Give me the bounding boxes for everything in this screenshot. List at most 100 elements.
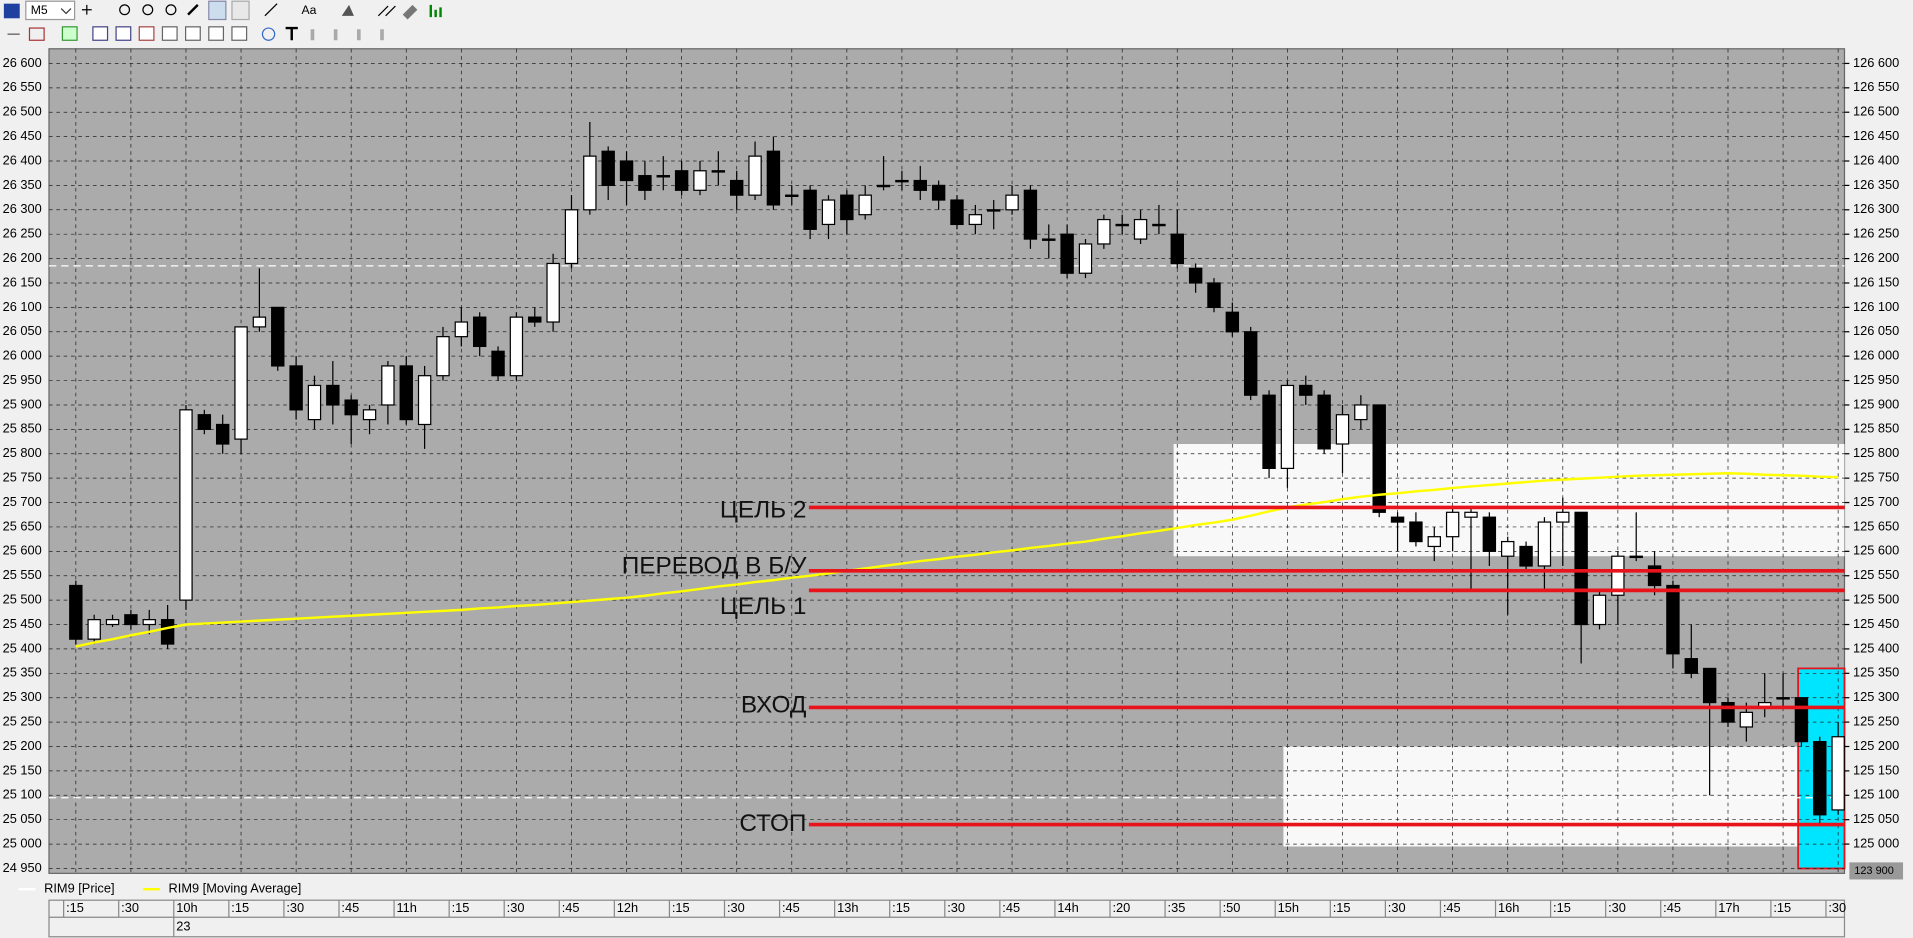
x-tick-label: :30 — [121, 900, 139, 915]
candle-body — [1556, 511, 1570, 523]
y2-tick-label: 125 800 — [1853, 445, 1899, 460]
legend-label: RIM9 [Price] — [44, 881, 114, 896]
x-tick-label: :30 — [507, 900, 525, 915]
candle-body — [326, 384, 340, 406]
y2-tick-label: 125 550 — [1853, 567, 1899, 582]
ruler-icon[interactable] — [187, 4, 199, 16]
indicator-icon[interactable] — [429, 4, 442, 18]
y-tick-label: 26 100 — [3, 299, 42, 314]
y2-tick-label: 125 650 — [1853, 518, 1899, 533]
candle-body — [1390, 516, 1405, 523]
x-tick-label: :30 — [286, 900, 304, 915]
candle-body — [931, 184, 946, 201]
x-tick-label: :15 — [1333, 900, 1351, 915]
x-tick-label: :15 — [672, 900, 690, 915]
zoom-out-icon[interactable] — [165, 4, 177, 16]
zoom-in-icon[interactable] — [142, 4, 154, 16]
x-tick-label: 16h — [1498, 900, 1519, 915]
candle-body — [197, 414, 212, 430]
y-tick-label: 26 550 — [3, 79, 42, 94]
candle-body — [491, 350, 505, 377]
candle-body — [1464, 511, 1478, 518]
candle-body — [1684, 658, 1698, 674]
y-tick-label: 25 950 — [3, 372, 42, 387]
candle-body — [803, 189, 817, 230]
y-tick-label: 25 000 — [3, 835, 42, 850]
move-icon[interactable] — [119, 4, 131, 16]
y2-tick-label: 126 150 — [1853, 274, 1899, 289]
y-tick-label: 25 100 — [3, 787, 42, 802]
candle-body — [1042, 238, 1056, 241]
y2-tick-label: 126 600 — [1853, 55, 1899, 70]
shape-tool[interactable] — [341, 4, 354, 16]
add-icon[interactable] — [81, 4, 92, 15]
x-tick-label: 14h — [1057, 900, 1078, 915]
candle-body — [1666, 584, 1680, 655]
y-tick-label: 25 750 — [3, 470, 42, 485]
eraser-icon[interactable] — [402, 4, 418, 20]
y2-tick-label: 125 050 — [1853, 811, 1899, 826]
hand-icon[interactable] — [231, 0, 250, 21]
level-label: ПЕРЕВОД В Б/У — [622, 553, 807, 580]
date-label: 23 — [176, 918, 190, 933]
zoom-icon[interactable] — [208, 26, 225, 41]
candle-body — [1721, 701, 1735, 723]
x-tick-label: :45 — [782, 900, 800, 915]
y2-tick-label: 125 300 — [1853, 689, 1899, 704]
window-icon[interactable] — [115, 26, 132, 41]
candle-body — [546, 262, 560, 323]
dropdown-arrow — [60, 8, 72, 15]
font-button[interactable]: Aa — [301, 3, 316, 17]
candle-body — [234, 326, 248, 440]
hand-icon-active[interactable] — [208, 0, 227, 21]
y-tick-label: 25 400 — [3, 640, 42, 655]
window-icon[interactable] — [92, 26, 109, 41]
candle-body — [968, 214, 983, 226]
axes-layer: 24 950 25 000 25 050 25 100 25 150 25 200 25 2… — [3, 55, 1899, 937]
candle-body — [1225, 311, 1240, 333]
info-icon[interactable] — [261, 27, 276, 41]
timeframe-select[interactable] — [25, 0, 76, 21]
print-icon[interactable] — [231, 26, 248, 41]
x-tick-label: 17h — [1718, 900, 1739, 915]
y2-tick-label: 125 750 — [1853, 470, 1899, 485]
x-tick-label: :15 — [892, 900, 910, 915]
y2-tick-label: 125 700 — [1853, 494, 1899, 509]
tool-icon[interactable] — [377, 5, 396, 17]
template-icon[interactable] — [161, 26, 178, 41]
y2-tick-label: 126 250 — [1853, 226, 1899, 241]
new-chart-icon[interactable] — [61, 26, 78, 41]
template-icon[interactable] — [184, 26, 201, 41]
text-icon[interactable] — [285, 26, 298, 41]
candle-body — [913, 179, 927, 191]
y-tick-label: 25 800 — [3, 445, 42, 460]
y2-tick-label: 126 300 — [1853, 201, 1899, 216]
y-tick-label: 26 150 — [3, 274, 42, 289]
candle-body — [417, 375, 432, 426]
y-tick-label: 26 300 — [3, 201, 42, 216]
candle-body — [1207, 282, 1221, 308]
y2-tick-label: 126 000 — [1853, 348, 1899, 363]
x-tick-label: :30 — [1828, 900, 1846, 915]
line-tool[interactable] — [264, 3, 278, 17]
y2-tick-label: 125 250 — [1853, 713, 1899, 728]
candle-body — [271, 306, 285, 367]
candle-body — [729, 179, 744, 196]
candle-body — [1611, 555, 1625, 596]
toolbar-top: M5 Aa — [3, 0, 442, 21]
y-tick-label: 26 450 — [3, 128, 42, 143]
candle-body — [528, 316, 542, 323]
remove-icon[interactable] — [28, 27, 45, 41]
candle-body — [1409, 521, 1423, 543]
list-icon[interactable] — [138, 26, 155, 41]
candle-body — [950, 199, 964, 226]
marks-layer — [69, 121, 1845, 825]
chart-icon[interactable] — [3, 3, 20, 19]
y-tick-label: 25 300 — [3, 689, 42, 704]
y2-tick-label: 125 450 — [1853, 616, 1899, 631]
y2-tick-label: 125 200 — [1853, 738, 1899, 753]
candle-body — [1519, 545, 1533, 567]
candle-body — [1243, 331, 1258, 396]
candle-body — [1445, 511, 1460, 538]
